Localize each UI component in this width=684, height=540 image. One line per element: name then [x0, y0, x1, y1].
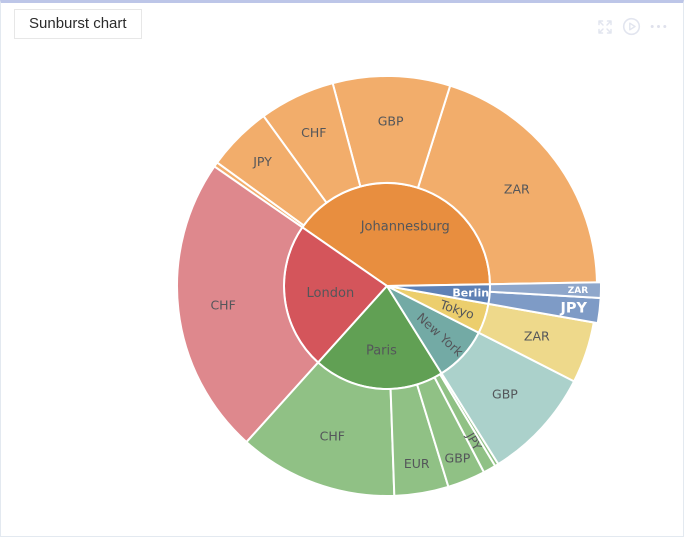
fullscreen-icon[interactable]: [597, 19, 613, 35]
label-johannesburg-chf: CHF: [301, 125, 326, 140]
label-london: London: [307, 286, 355, 301]
segment-johannesburg-zar[interactable]: [416, 84, 598, 286]
segment-london-chf[interactable]: [176, 165, 320, 444]
label-johannesburg-gbp: GBP: [378, 113, 404, 128]
label-berlin-jpy: JPY: [559, 301, 587, 317]
label-new-york-gbp: GBP: [492, 386, 518, 401]
label-paris-chf: CHF: [320, 429, 345, 444]
run-icon[interactable]: [622, 17, 641, 36]
more-options-icon[interactable]: [650, 24, 667, 29]
label-johannesburg-jpy: JPY: [252, 154, 272, 169]
label-johannesburg-zar: ZAR: [504, 181, 530, 196]
label-london-chf: CHF: [210, 297, 235, 312]
chart-title-tab[interactable]: Sunburst chart: [14, 9, 142, 39]
label-berlin-zar: ZAR: [568, 286, 588, 296]
label-paris: Paris: [366, 343, 397, 358]
sunburst-chart: Johannesburg ZAR GBP CHF JPY London CHF Paris CH…: [176, 75, 602, 497]
segment-berlin-zar[interactable]: [488, 281, 602, 299]
header-toolbar: [597, 17, 667, 36]
label-johannesburg: Johannesburg: [360, 219, 450, 234]
label-paris-gbp: GBP: [445, 451, 471, 466]
chart-title: Sunburst chart: [29, 15, 127, 32]
label-paris-eur: EUR: [404, 456, 430, 471]
label-tokyo-zar: ZAR: [524, 329, 550, 344]
label-berlin: Berlin: [452, 286, 489, 299]
